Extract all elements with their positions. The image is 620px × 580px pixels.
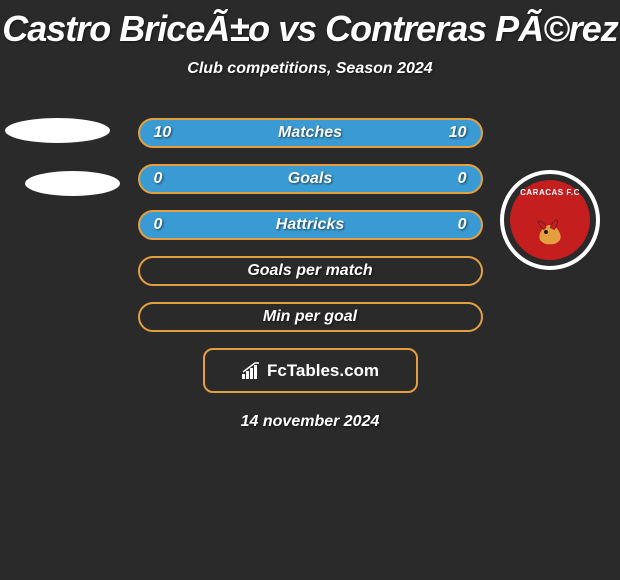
page-title: Castro BriceÃ±o vs Contreras PÃ©rez	[0, 0, 620, 50]
ellipse-shape	[25, 171, 120, 196]
ellipse-shape	[5, 118, 110, 143]
stat-label: Hattricks	[276, 216, 344, 234]
stat-right-value: 0	[437, 216, 467, 234]
stat-row-min-per-goal: Min per goal	[138, 302, 483, 332]
stat-label: Goals	[288, 170, 332, 188]
stat-label: Goals per match	[247, 262, 372, 280]
stat-label: Matches	[278, 124, 342, 142]
logo-text: CARACAS F.C	[520, 188, 580, 197]
stat-left-value: 10	[154, 124, 184, 142]
stats-container: 10 Matches 10 0 Goals 0 0 Hattricks 0 Go…	[138, 118, 483, 332]
stat-label: Min per goal	[263, 308, 357, 326]
logo-inner-circle: CARACAS F.C	[510, 180, 590, 260]
stat-row-goals-per-match: Goals per match	[138, 256, 483, 286]
stat-row-matches: 10 Matches 10	[138, 118, 483, 148]
stat-right-value: 0	[437, 170, 467, 188]
logo-outer-ring: CARACAS F.C	[500, 170, 600, 270]
stat-left-value: 0	[154, 216, 184, 234]
footer-brand-badge: FcTables.com	[203, 348, 418, 393]
content-area: CARACAS F.C 10 Matches 10 0 Goals 0 0 Ha…	[0, 118, 620, 431]
stat-row-goals: 0 Goals 0	[138, 164, 483, 194]
date-text: 14 november 2024	[0, 413, 620, 431]
club-logo: CARACAS F.C	[500, 170, 600, 270]
stat-right-value: 10	[437, 124, 467, 142]
chart-icon	[241, 362, 261, 380]
stat-left-value: 0	[154, 170, 184, 188]
lion-icon	[530, 210, 570, 250]
footer-brand-text: FcTables.com	[267, 361, 379, 381]
stat-row-hattricks: 0 Hattricks 0	[138, 210, 483, 240]
left-decorative-ellipses	[5, 118, 120, 196]
subtitle: Club competitions, Season 2024	[0, 60, 620, 78]
